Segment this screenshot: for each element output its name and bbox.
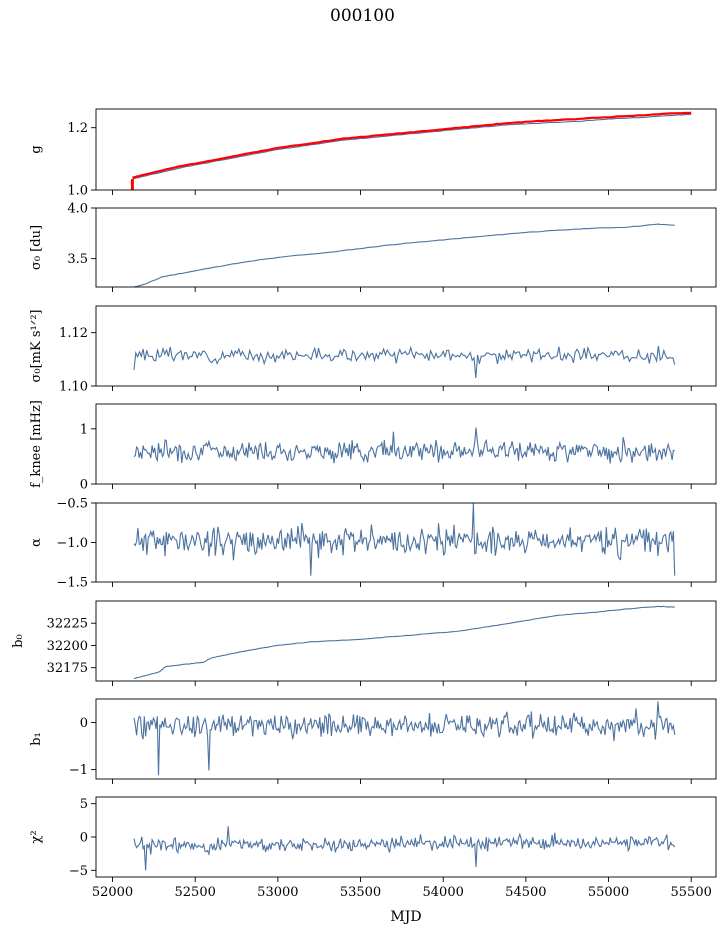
panel-chi2: −5 0 5 52000 52500 53000 53500 54000 54500 55000 5… <box>29 796 717 900</box>
y-tick-label: 32225 <box>47 617 88 632</box>
y-tick-label: 1.12 <box>59 326 88 341</box>
panel-alpha: −1.5 −1.0 −0.5 α <box>29 497 717 591</box>
y-axis-label: g <box>29 145 44 153</box>
y-tick-label: 1.2 <box>67 121 88 136</box>
series-line <box>133 701 676 776</box>
y-tick-label: 1.0 <box>67 184 88 199</box>
y-tick-label: −0.5 <box>56 497 88 512</box>
y-tick-label: 0 <box>80 831 88 846</box>
axes-frame <box>95 698 717 780</box>
y-tick-label: −5 <box>69 864 88 879</box>
y-tick-label: −1.5 <box>56 576 88 591</box>
axes-frame <box>95 305 717 387</box>
x-tick-label: 55500 <box>671 885 712 900</box>
y-axis-label: f_knee [mHz] <box>29 400 44 488</box>
y-tick-label: 3.5 <box>67 252 88 267</box>
y-tick-label: 0 <box>80 716 88 731</box>
panel-b0: 32175 32200 32225 b₀ <box>11 600 717 686</box>
y-axis-label: σ₀ [du] <box>29 225 44 270</box>
series-line <box>133 345 676 379</box>
y-axis-label: b₁ <box>29 732 44 746</box>
x-tick-label: 53500 <box>340 885 381 900</box>
panel-b1: −1 0 b₁ <box>29 698 717 784</box>
y-tick-label: 32200 <box>47 639 88 654</box>
series-model-line <box>132 111 692 179</box>
x-tick-label: 54000 <box>423 885 464 900</box>
series-line <box>133 427 675 464</box>
x-tick-label: 52000 <box>92 885 133 900</box>
series-line <box>133 826 676 871</box>
axes-frame <box>95 600 717 682</box>
panel-sigma0-mk: 1.10 1.12 σ₀[mK s¹ᐟ²] <box>29 305 717 395</box>
y-tick-label: 32175 <box>47 661 88 676</box>
axes-frame <box>95 403 717 485</box>
panel-g: 1.0 1.2 g <box>29 108 717 199</box>
panel-sigma0-du: 3.5 4.0 σ₀ [du] <box>29 202 717 292</box>
y-tick-label: 1 <box>80 422 88 437</box>
axes-frame <box>95 796 717 878</box>
y-axis-label: b₀ <box>11 634 26 648</box>
series-line <box>133 503 676 576</box>
axes-frame <box>95 502 717 583</box>
panel-fknee: 0 1 f_knee [mHz] <box>29 400 717 493</box>
series-line <box>132 113 692 180</box>
x-tick-label: 55000 <box>588 885 629 900</box>
x-tick-label: 52500 <box>175 885 216 900</box>
x-axis-label: MJD <box>390 909 422 925</box>
y-axis-label: χ² <box>29 830 44 843</box>
y-tick-label: 1.10 <box>59 380 88 395</box>
axes-frame <box>95 108 717 191</box>
y-tick-label: −1.0 <box>56 536 88 551</box>
y-tick-label: −1 <box>69 763 88 778</box>
x-tick-label: 54500 <box>505 885 546 900</box>
y-tick-label: 4.0 <box>67 202 88 217</box>
x-tick-label: 53000 <box>257 885 298 900</box>
y-axis-label: σ₀[mK s¹ᐟ²] <box>29 310 44 383</box>
axes-frame <box>95 207 717 288</box>
y-axis-label: α <box>29 538 44 547</box>
series-line <box>133 223 675 287</box>
y-tick-label: 0 <box>80 478 88 493</box>
y-tick-label: 5 <box>80 797 88 812</box>
figure-title: 000100 <box>330 6 395 26</box>
series-line <box>133 605 675 679</box>
